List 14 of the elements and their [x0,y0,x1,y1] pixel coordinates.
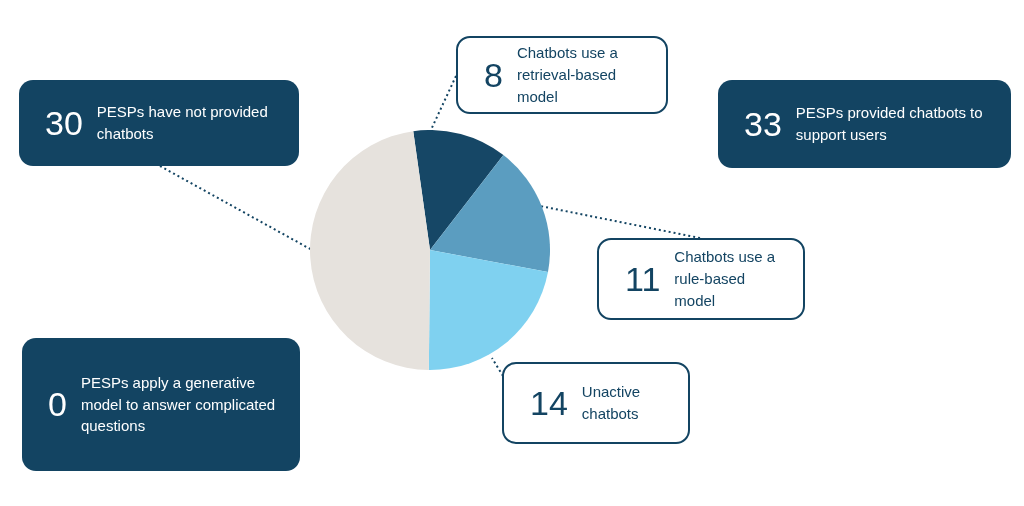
slice-label: PESPs have not provided chatbots [96,102,269,144]
data-label: 8 [484,55,503,95]
pie-slice [430,155,550,272]
data-label: 14 [530,383,568,423]
slice-label: Unactive chatbots [581,382,642,424]
pie-slice [428,250,548,370]
slice-label: Chatbots use a retrieval-based model [516,43,619,107]
text: 0 PESPs apply a generative model to answer complicated questions [48,372,277,437]
data-label: 11 [625,259,661,299]
slice-label: Chatbots use a rule-based model [674,247,777,311]
data-label: 30 [45,103,83,143]
pie-slice [310,131,430,370]
text: 33 PESPs provided chatbots to support users [744,103,984,145]
pie-slice [413,130,504,250]
